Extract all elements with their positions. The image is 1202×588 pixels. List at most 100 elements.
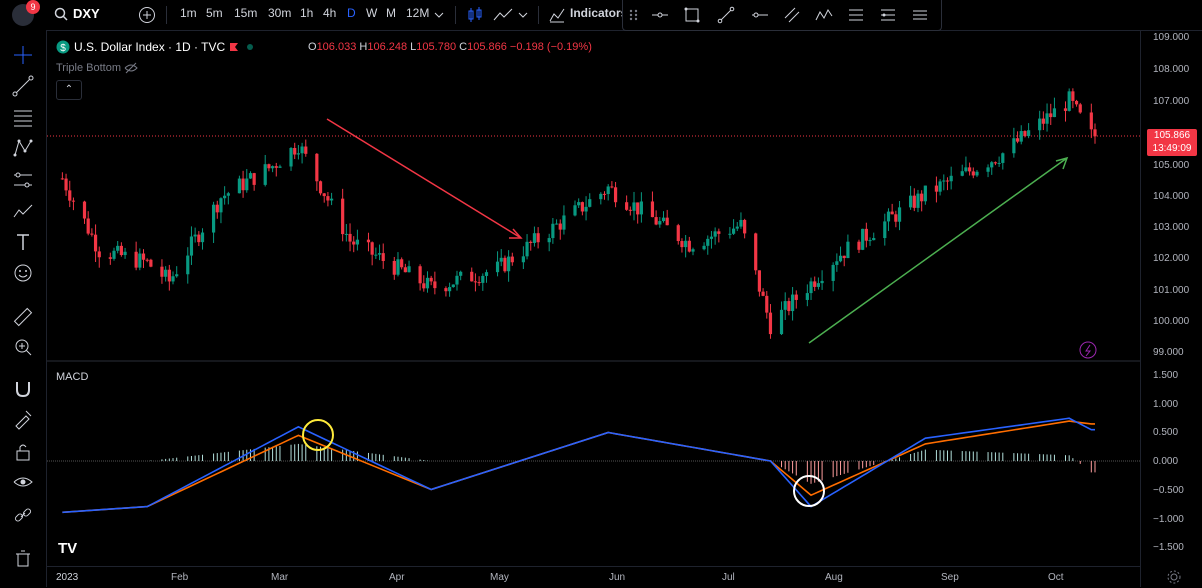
- emoji-icon[interactable]: [12, 262, 34, 284]
- candle-body: [499, 257, 503, 262]
- interval-1m[interactable]: 1m: [180, 6, 197, 20]
- chevron-down-icon[interactable]: [518, 10, 528, 20]
- indicators-button[interactable]: Indicators: [570, 6, 628, 20]
- trend-line-icon[interactable]: [12, 75, 34, 97]
- candle-body: [971, 171, 975, 176]
- candle-body: [687, 240, 691, 252]
- candle-body: [1027, 130, 1031, 137]
- time-label: 2023: [56, 572, 79, 583]
- eye-hidden-icon[interactable]: [124, 62, 138, 74]
- link-icon[interactable]: [12, 504, 34, 526]
- flag-icon[interactable]: [229, 42, 239, 52]
- time-axis[interactable]: 2023 Feb Mar Apr May Jun Jul Aug Sep Oct: [47, 566, 1140, 588]
- candle-body: [636, 202, 640, 215]
- tradingview-logo[interactable]: TV: [58, 540, 78, 557]
- pattern-icon[interactable]: [12, 137, 34, 159]
- forecast-icon[interactable]: [12, 169, 34, 191]
- countdown-timer: 13:49:09: [1152, 143, 1192, 154]
- text-icon[interactable]: [12, 231, 34, 253]
- interval-12m[interactable]: 12M: [406, 6, 430, 20]
- interval-1h[interactable]: 1h: [300, 6, 314, 20]
- macd-label[interactable]: MACD: [56, 371, 89, 383]
- price-axis[interactable]: 109.000 108.000 107.000 105.000 104.000 …: [1140, 30, 1202, 587]
- stay-in-drawing-mode-icon[interactable]: [12, 408, 34, 430]
- chart-area[interactable]: [47, 30, 1140, 566]
- crosshair-icon[interactable]: [12, 44, 34, 66]
- horizontal-line-tool-icon[interactable]: [651, 6, 669, 24]
- time-label: Oct: [1048, 572, 1064, 583]
- parallel-channel-tool-icon[interactable]: [783, 6, 801, 24]
- candle-body: [916, 193, 920, 208]
- candle-body: [433, 281, 437, 289]
- lightning-bolt-icon: [1085, 344, 1092, 357]
- candle-body: [293, 147, 297, 155]
- fib-tool-icon[interactable]: [12, 106, 34, 128]
- candle-body: [761, 291, 765, 296]
- interval-15m[interactable]: 15m: [234, 6, 258, 20]
- change-value: −0.198 (−0.19%): [509, 41, 592, 53]
- user-avatar[interactable]: 9: [12, 0, 40, 26]
- candles-chart-type-icon[interactable]: [466, 6, 484, 24]
- candle-body: [886, 211, 891, 222]
- line-chart-type-icon[interactable]: [492, 6, 514, 24]
- interval-w[interactable]: W: [366, 6, 378, 20]
- macd-axis-label: 0.000: [1153, 456, 1179, 467]
- macd-axis-label: 1.500: [1153, 370, 1179, 381]
- candle-body: [455, 275, 459, 285]
- candle-body: [709, 236, 714, 239]
- lock-icon[interactable]: [12, 441, 34, 463]
- candle-body: [577, 202, 581, 206]
- candle-body: [1019, 131, 1023, 142]
- ruler-icon[interactable]: [12, 306, 34, 328]
- candle-body: [610, 186, 614, 188]
- interval-4h[interactable]: 4h: [323, 6, 337, 20]
- candle-body: [318, 181, 323, 194]
- pattern-indicator-label[interactable]: Triple Bottom: [56, 62, 138, 74]
- drag-handle-icon[interactable]: [625, 6, 643, 24]
- symbol-search[interactable]: DXY: [54, 6, 100, 21]
- price-label: 104.000: [1153, 191, 1190, 202]
- brush-icon[interactable]: [12, 200, 34, 222]
- candle-body: [861, 228, 865, 250]
- interval-5m[interactable]: 5m: [206, 6, 223, 20]
- fib-retracement-tool-icon[interactable]: [847, 6, 865, 24]
- candle-body: [945, 180, 950, 182]
- zoom-in-icon[interactable]: [12, 336, 34, 358]
- indicators-icon[interactable]: [548, 6, 566, 24]
- trash-icon[interactable]: [12, 547, 34, 569]
- candle-body: [1071, 91, 1075, 101]
- lightning-icon[interactable]: [1079, 341, 1097, 359]
- collapse-legend-button[interactable]: ⌃: [56, 80, 82, 100]
- pattern-tool-icon[interactable]: [815, 6, 833, 24]
- rectangle-tool-icon[interactable]: [683, 6, 701, 24]
- chevron-down-icon[interactable]: [434, 10, 444, 20]
- candle-body: [787, 301, 791, 312]
- more-tools-icon[interactable]: [911, 6, 929, 24]
- candle-body: [717, 231, 721, 234]
- candle-body: [82, 201, 87, 219]
- horizontal-ray-tool-icon[interactable]: [751, 6, 769, 24]
- candle-body: [713, 231, 717, 237]
- symbol-legend[interactable]: $ U.S. Dollar Index · 1D · TVC: [56, 40, 257, 54]
- candle-body: [813, 281, 817, 287]
- candle-body: [403, 267, 407, 273]
- candle-body: [702, 245, 706, 250]
- divider: [538, 6, 539, 24]
- compare-plus-icon[interactable]: [138, 6, 156, 24]
- candle-body: [529, 241, 533, 243]
- settings-gear-icon[interactable]: [1167, 570, 1181, 584]
- candle-body: [470, 271, 474, 282]
- candle-body: [676, 225, 680, 242]
- interval-d[interactable]: D: [347, 6, 356, 20]
- candle-body: [422, 283, 426, 289]
- trend-line-tool-icon[interactable]: [717, 6, 735, 24]
- candle-body: [628, 209, 632, 211]
- magnet-icon[interactable]: [12, 378, 34, 400]
- candle-body: [872, 238, 876, 241]
- interval-30m[interactable]: 30m: [268, 6, 292, 20]
- interval-m[interactable]: M: [386, 6, 396, 20]
- fib-extension-tool-icon[interactable]: [879, 6, 897, 24]
- candle-body: [857, 241, 861, 250]
- eye-icon[interactable]: [12, 471, 34, 493]
- last-price-value: 105.866: [1153, 130, 1191, 141]
